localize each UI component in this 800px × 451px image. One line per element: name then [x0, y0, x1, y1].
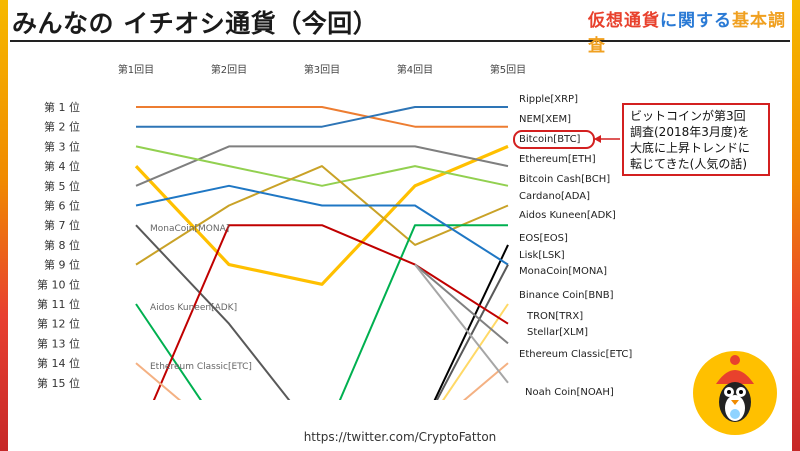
- callout-line-1: ビットコインが第3回: [630, 109, 746, 123]
- right-series-label: Ripple[XRP]: [519, 94, 578, 105]
- rank-tick-label: 第 1 位: [44, 100, 80, 114]
- rank-tick-label: 第 6 位: [44, 199, 80, 213]
- series-line: [135, 224, 509, 400]
- right-series-label: Bitcoin[BTC]: [519, 134, 581, 145]
- right-series-label: Stellar[XLM]: [527, 327, 588, 338]
- right-series-label: Binance Coin[BNB]: [519, 290, 614, 301]
- x-tick-label: 第4回目: [397, 63, 433, 76]
- rank-tick-label: 第 15 位: [37, 376, 80, 390]
- callout-line-3: 大底に上昇トレンドに: [630, 141, 751, 155]
- series-line: [433, 244, 509, 400]
- rank-tick-label: 第 8 位: [44, 238, 80, 252]
- series-line: [136, 106, 508, 128]
- right-series-label: Aidos Kuneen[ADK]: [519, 210, 616, 221]
- series-line: [136, 106, 508, 128]
- right-series-label: Bitcoin Cash[BCH]: [519, 174, 610, 185]
- rank-tick-label: 第 9 位: [44, 258, 80, 272]
- callout-pointer-head: [594, 135, 601, 143]
- right-series-label: NEM[XEM]: [519, 114, 571, 125]
- rank-tick-label: 第 4 位: [44, 159, 80, 173]
- logo-part-2: に関する: [660, 11, 732, 31]
- x-tick-label: 第3回目: [304, 63, 340, 76]
- series-line: [414, 263, 509, 345]
- right-series-label: Ethereum Classic[ETC]: [519, 349, 632, 360]
- bottom-band: [8, 400, 792, 451]
- right-series-label: Lisk[LSK]: [519, 250, 565, 261]
- rank-tick-label: 第 2 位: [44, 120, 80, 134]
- logo-part-3: 基本調査: [588, 11, 786, 56]
- penguin-mascot-icon: [693, 351, 777, 435]
- series-lines: [134, 106, 509, 400]
- right-series-label: EOS[EOS]: [519, 233, 568, 244]
- x-tick-label: 第2回目: [211, 63, 247, 76]
- survey-logo: 仮想通貨に関する基本調査: [588, 6, 800, 56]
- left-series-label: Aidos Kuneen[ADK]: [150, 303, 237, 313]
- rank-tick-label: 第 11 位: [37, 297, 80, 311]
- rank-tick-label: 第 10 位: [37, 277, 80, 291]
- callout-line-2: 調査(2018年3月度)を: [630, 125, 750, 139]
- series-line: [135, 165, 509, 266]
- right-series-label: Cardano[ADA]: [519, 191, 590, 202]
- title-rule: [10, 40, 790, 42]
- footer-url: https://twitter.com/CryptoFatton: [303, 430, 497, 444]
- x-tick-label: 第1回目: [118, 63, 154, 76]
- right-series-label: MonaCoin[MONA]: [519, 266, 607, 277]
- right-series-label: Noah Coin[NOAH]: [525, 387, 614, 398]
- left-series-label: Ethereum Classic[ETC]: [150, 362, 252, 372]
- series-line: [414, 263, 509, 384]
- right-series-label: TRON[TRX]: [526, 311, 583, 322]
- rank-tick-label: 第 13 位: [37, 336, 80, 350]
- right-edge-band: [792, 0, 800, 451]
- callout-line-4: 転じてきた(人気の話): [630, 157, 748, 171]
- btc-callout: ビットコインが第3回 調査(2018年3月度)を 大底に上昇トレンドに 転じてき…: [622, 103, 770, 176]
- slide-title: みんなの イチオシ通貨（今回）: [12, 9, 379, 38]
- logo-part-1: 仮想通貨: [588, 11, 660, 31]
- x-tick-label: 第5回目: [490, 63, 526, 76]
- left-series-label: MonaCoin[MONA]: [150, 224, 229, 234]
- series-line: [135, 184, 509, 266]
- left-edge-band: [0, 0, 8, 451]
- series-line: [152, 224, 509, 400]
- rank-tick-label: 第 14 位: [37, 356, 80, 370]
- series-line: [442, 303, 509, 400]
- rank-tick-label: 第 7 位: [44, 218, 80, 232]
- rank-tick-label: 第 5 位: [44, 179, 80, 193]
- series-line: [135, 145, 509, 187]
- rank-tick-label: 第 3 位: [44, 139, 80, 153]
- rank-tick-label: 第 12 位: [37, 317, 80, 331]
- right-series-label: Ethereum[ETH]: [519, 154, 596, 165]
